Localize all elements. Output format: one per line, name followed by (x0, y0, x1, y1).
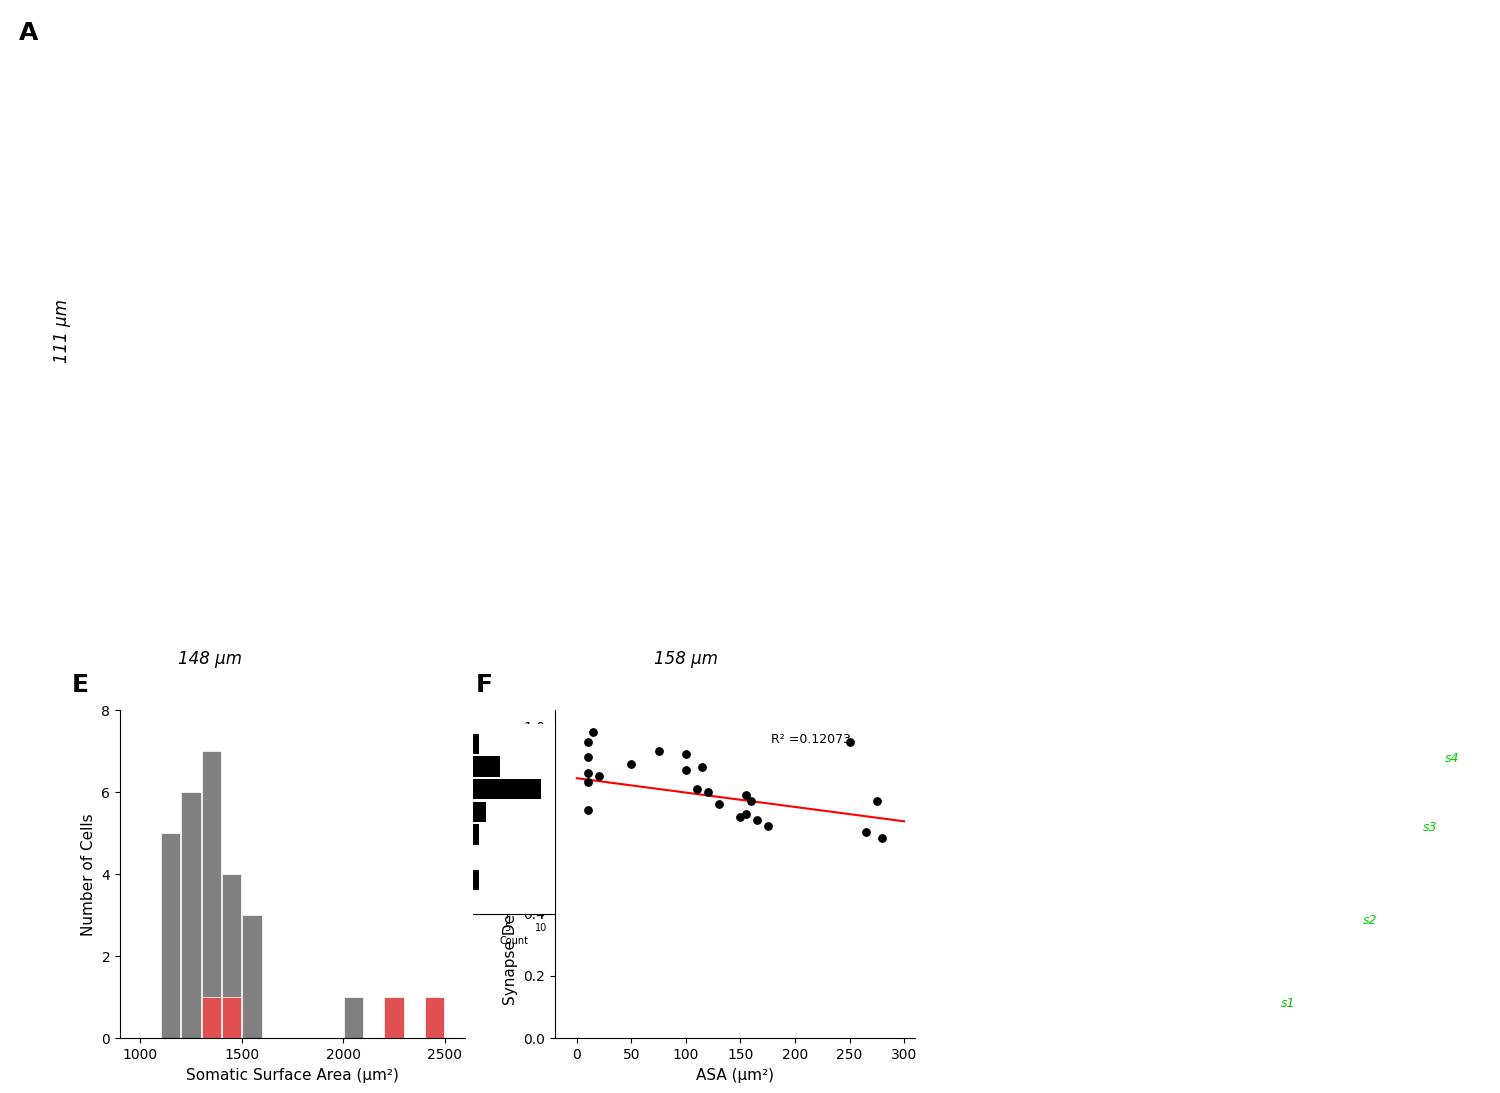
Point (870, 830, 894, 847)
Bar (472, 824, 480, 845)
X-axis label: Count: Count (500, 936, 528, 945)
Point (734, 804, 758, 822)
X-axis label: Somatic Surface Area (μm²): Somatic Surface Area (μm²) (186, 1068, 399, 1083)
Bar (160, 833, 180, 1038)
Point (837, 733, 861, 751)
Text: c: c (986, 213, 992, 226)
Point (576, 774, 600, 791)
Bar (243, 916, 261, 1038)
Bar (222, 874, 242, 1038)
Text: anf: anf (558, 369, 585, 388)
Point (746, 811, 770, 828)
Text: R² =0.12073: R² =0.12073 (771, 733, 850, 747)
Y-axis label: Synapse Density (synapses / μm²): Synapse Density (synapses / μm²) (503, 743, 518, 1006)
Bar (344, 997, 363, 1038)
Text: cb: cb (1188, 501, 1203, 514)
Bar (424, 997, 444, 1038)
Text: c: c (1434, 169, 1442, 183)
Text: s2: s2 (1364, 914, 1377, 927)
Text: C: C (969, 377, 987, 401)
Bar (201, 752, 220, 1038)
Bar (472, 870, 480, 890)
Point (576, 733, 600, 751)
Point (696, 783, 720, 800)
Point (674, 745, 698, 763)
Text: gbc: gbc (1019, 91, 1041, 104)
Point (646, 742, 670, 760)
Bar (182, 792, 201, 1038)
Text: m: m (1238, 824, 1250, 837)
Bar (201, 997, 220, 1038)
Bar (472, 733, 480, 754)
Text: 148 μm: 148 μm (177, 650, 242, 668)
Point (740, 792, 764, 810)
Text: eb: eb (1019, 518, 1034, 531)
Bar (472, 756, 500, 777)
Text: gbc: gbc (1364, 8, 1386, 21)
Text: n: n (1308, 537, 1317, 550)
Point (620, 755, 644, 773)
Text: gbc: gbc (1182, 249, 1204, 262)
Point (690, 757, 714, 775)
Point (576, 749, 600, 766)
Text: B: B (969, 11, 988, 35)
Text: 111 μm: 111 μm (53, 298, 70, 363)
Point (734, 786, 758, 803)
Bar (472, 801, 486, 822)
Point (586, 767, 610, 785)
Point (686, 779, 709, 797)
Point (853, 823, 877, 841)
Point (674, 761, 698, 778)
Text: anf: anf (1116, 19, 1137, 32)
Text: c: c (1434, 386, 1442, 399)
Point (865, 792, 889, 810)
Text: E: E (72, 673, 88, 697)
Text: F: F (476, 673, 494, 697)
X-axis label: ASA (μm²): ASA (μm²) (696, 1068, 774, 1083)
Point (729, 808, 753, 825)
Text: eb: eb (1072, 838, 1089, 851)
Bar (222, 997, 242, 1038)
Point (576, 801, 600, 819)
Point (580, 724, 604, 741)
Text: D: D (969, 744, 990, 768)
Text: 158 μm: 158 μm (654, 650, 718, 668)
Point (706, 796, 730, 813)
Point (576, 764, 600, 781)
Text: anf: anf (464, 624, 489, 643)
Text: s1: s1 (1281, 997, 1296, 1010)
Text: m: m (1390, 1039, 1402, 1053)
Bar (384, 997, 404, 1038)
Text: s1: s1 (992, 1055, 1005, 1067)
Text: s4: s4 (1446, 752, 1460, 765)
Text: anf: anf (148, 184, 176, 202)
Text: D': D' (969, 991, 987, 1007)
Y-axis label: Number of Cells: Number of Cells (81, 813, 96, 936)
Point (756, 818, 780, 835)
Bar (472, 779, 542, 799)
Text: A: A (20, 21, 39, 45)
Text: er: er (1132, 673, 1146, 686)
Text: s3: s3 (1424, 821, 1438, 834)
Text: gbc: gbc (1238, 133, 1260, 146)
